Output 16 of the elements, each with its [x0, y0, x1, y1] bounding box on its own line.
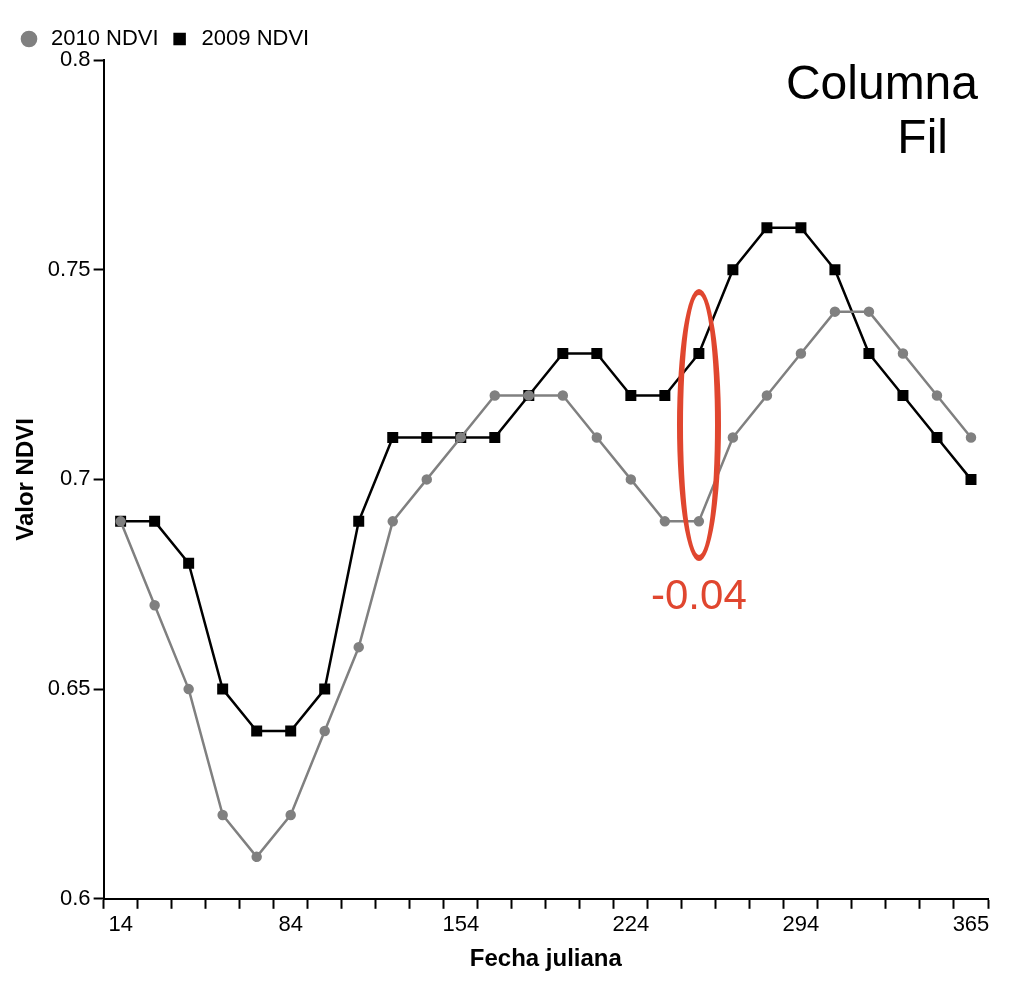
y-axis-title: Valor NDVI	[11, 418, 39, 541]
annotation: -0.04	[651, 570, 747, 618]
annotation: Columna	[785, 56, 979, 110]
x-tick-label: 294	[782, 911, 820, 937]
y-tick-label: 0.65	[47, 675, 91, 701]
x-axis-title: Fecha juliana	[469, 944, 623, 972]
x-tick-label: 84	[278, 911, 303, 937]
x-tick-label: 154	[442, 911, 480, 937]
y-tick-label: 0.6	[60, 884, 91, 910]
annotation: Fil	[897, 110, 948, 164]
x-tick-label: 14	[108, 911, 133, 937]
x-tick-label: 224	[612, 911, 650, 937]
legend-label: 2009 NDVI	[201, 25, 310, 51]
y-tick-label: 0.7	[60, 465, 91, 491]
y-tick-label: 0.75	[47, 255, 91, 281]
x-tick-label: 365	[952, 911, 990, 937]
